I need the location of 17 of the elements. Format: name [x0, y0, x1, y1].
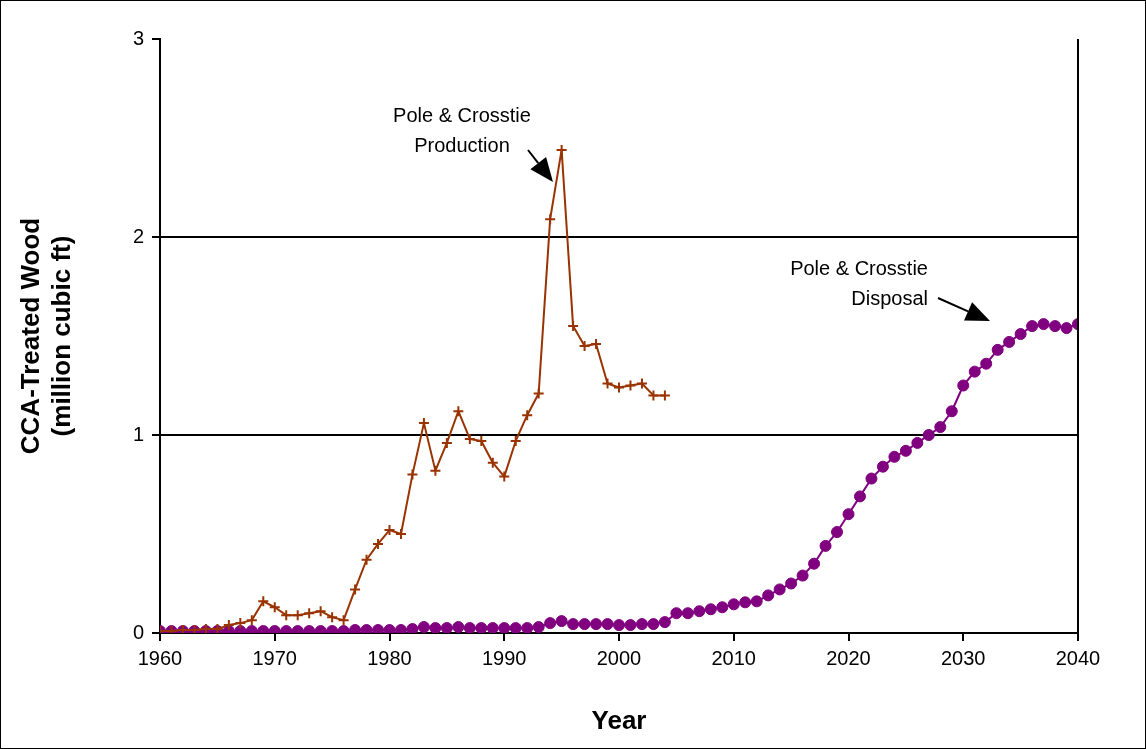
x-tick-label: 2020 [826, 646, 871, 669]
y-tick-label: 1 [132, 422, 144, 445]
x-tick-label: 1970 [252, 646, 297, 669]
y-tick-label: 2 [132, 224, 144, 247]
y-axis-title: CCA-Treated Wood (million cubic ft) [14, 217, 76, 455]
x-axis-title: Year [591, 704, 647, 735]
x-tick-label: 2010 [711, 646, 756, 669]
y-tick-label: 3 [132, 26, 144, 49]
y-tick-label: 0 [132, 620, 144, 643]
x-tick-label: 1990 [482, 646, 527, 669]
x-tick-label: 1960 [137, 646, 183, 669]
annotation: Pole & Crosstie Disposal [790, 256, 928, 311]
annotation: Pole & Crosstie Production [393, 103, 531, 158]
x-tick-label: 2040 [1055, 646, 1101, 669]
x-tick-label: 1980 [367, 646, 412, 669]
x-tick-label: 2000 [596, 646, 642, 669]
x-tick-label: 2030 [941, 646, 986, 669]
